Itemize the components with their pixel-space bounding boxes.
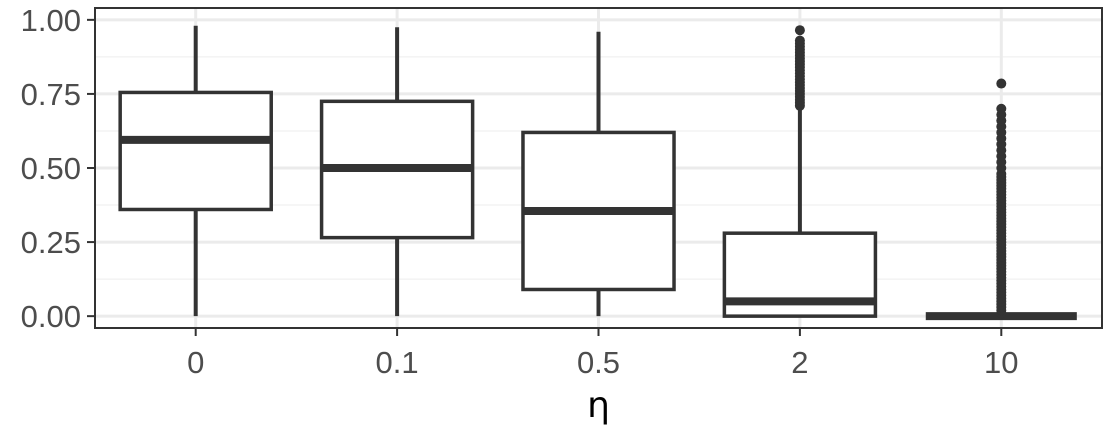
box-0 bbox=[118, 25, 273, 317]
outliers bbox=[794, 25, 1007, 319]
y-tick-label: 0.25 bbox=[21, 225, 81, 260]
x-tick-label: 0.1 bbox=[376, 345, 419, 380]
box-2 bbox=[722, 108, 878, 318]
y-axis: 0.00 0.25 0.50 0.75 1.00 bbox=[21, 3, 95, 334]
x-axis-title: η bbox=[587, 385, 610, 426]
box-0.5 bbox=[521, 31, 676, 317]
outlier-point bbox=[794, 35, 805, 46]
box-0.1 bbox=[319, 27, 475, 317]
outlier-point bbox=[794, 25, 805, 36]
y-tick-label: 0.75 bbox=[21, 77, 81, 112]
y-tick-label: 1.00 bbox=[21, 3, 81, 38]
y-tick-label: 0.50 bbox=[21, 151, 81, 186]
x-tick-label: 0.5 bbox=[577, 345, 620, 380]
box-body bbox=[118, 90, 273, 212]
x-tick-label: 0 bbox=[187, 345, 204, 380]
x-tick-label: 2 bbox=[791, 345, 808, 380]
outlier-point bbox=[996, 78, 1007, 89]
y-tick-label: 0.00 bbox=[21, 299, 81, 334]
outlier-point bbox=[996, 103, 1007, 114]
boxes bbox=[118, 25, 1077, 321]
x-axis: 0 0.1 0.5 2 10 bbox=[187, 328, 1019, 380]
x-tick-label: 10 bbox=[984, 345, 1018, 380]
